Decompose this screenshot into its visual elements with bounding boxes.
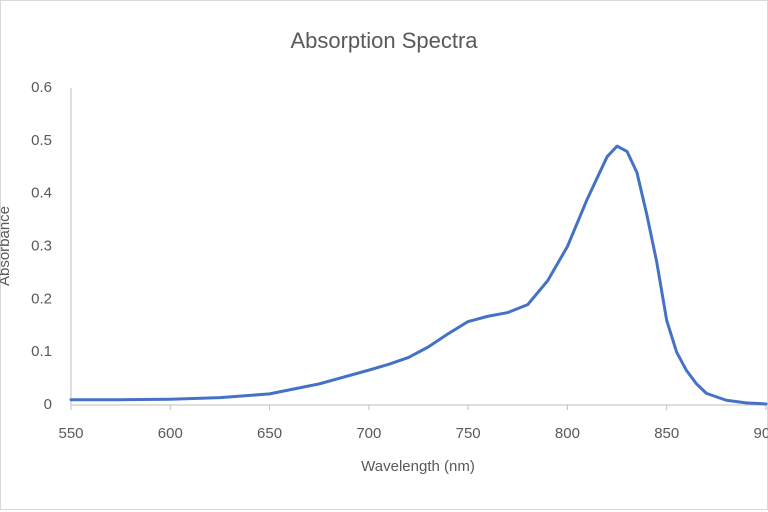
y-tick-label: 0.3 <box>31 237 52 254</box>
y-axis-label: Absorbance <box>0 206 13 286</box>
data-line <box>69 144 768 406</box>
y-tick-label: 0.1 <box>31 343 52 360</box>
x-tick-label: 800 <box>555 425 580 442</box>
x-tick-label: 550 <box>58 425 83 442</box>
y-tick-label: 0 <box>44 396 52 413</box>
x-tick-label: 600 <box>158 425 183 442</box>
x-tick-label: 650 <box>257 425 282 442</box>
x-tick-label: 700 <box>356 425 381 442</box>
x-tick-label: 750 <box>456 425 481 442</box>
x-axis-label: Wavelength (nm) <box>361 458 475 475</box>
x-tick-label: 900 <box>753 425 768 442</box>
x-tick-label: 850 <box>654 425 679 442</box>
y-tick-label: 0.4 <box>31 185 52 202</box>
y-tick-label: 0.5 <box>31 132 52 149</box>
chart-title: Absorption Spectra <box>290 28 478 53</box>
y-tick-label: 0.6 <box>31 79 52 96</box>
y-tick-label: 0.2 <box>31 290 52 307</box>
